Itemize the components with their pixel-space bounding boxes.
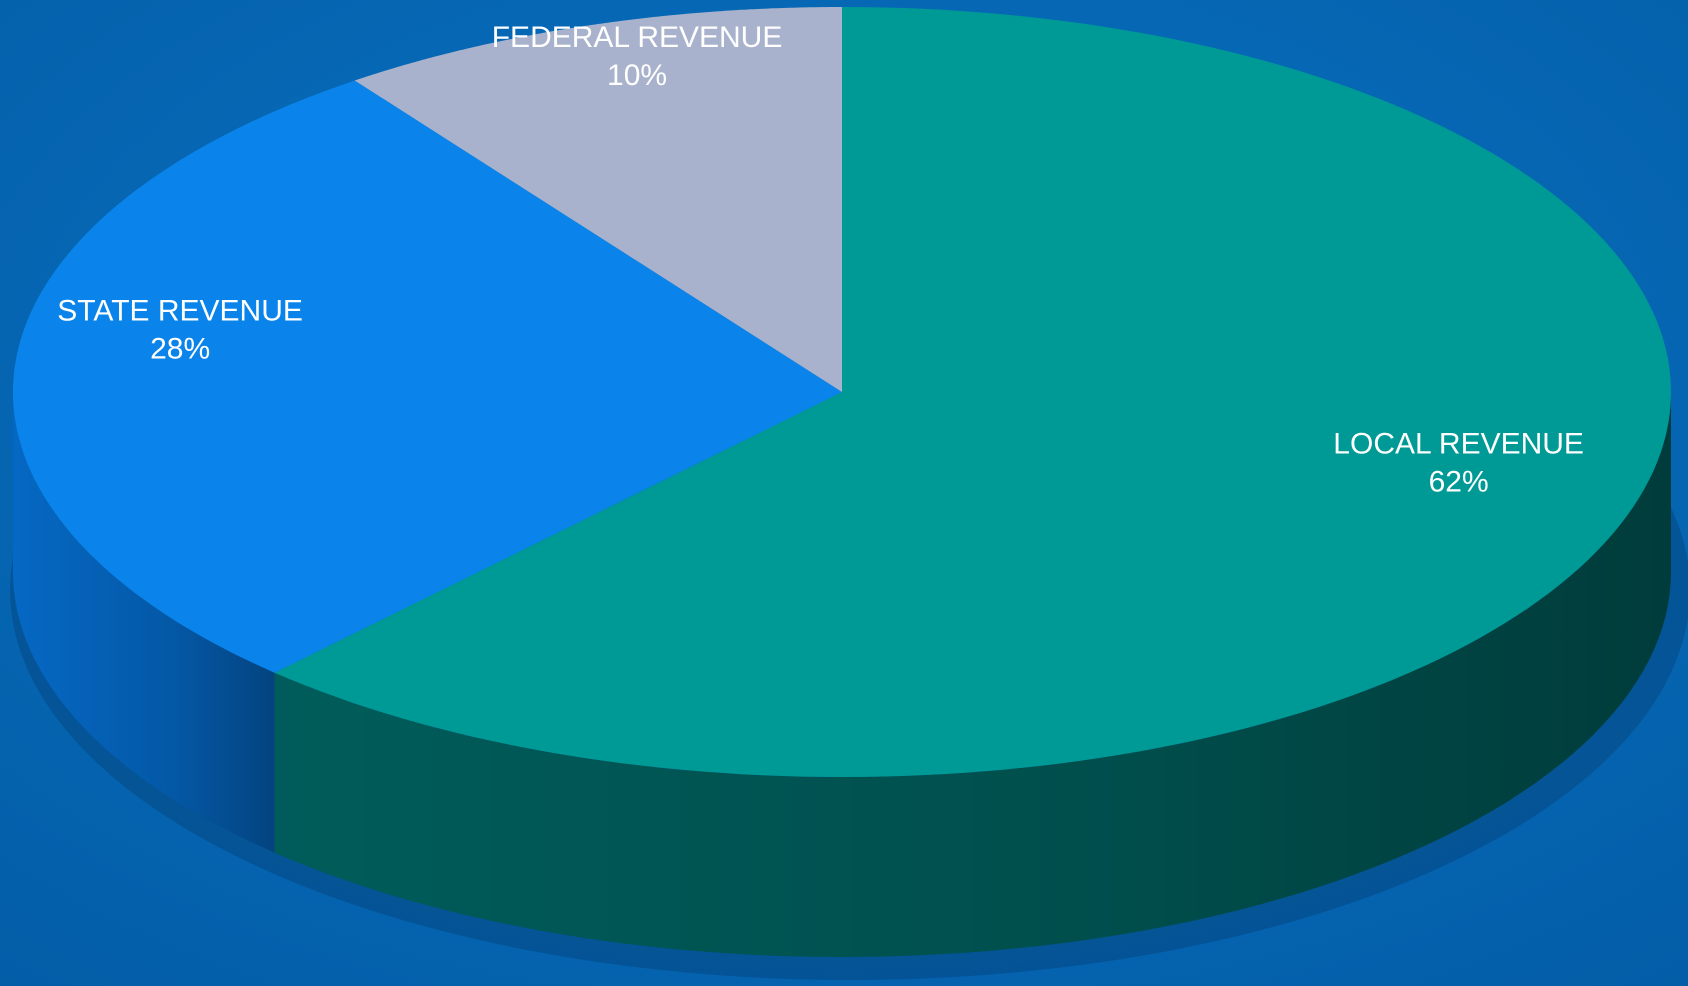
pie-slice [13,80,842,673]
pie-slice-side-shade [274,392,1671,957]
pie-slice-side-shade [13,392,275,853]
pie-slice [274,7,1671,777]
pie-sides [13,392,1671,957]
slice-value-label: 10% [607,59,667,92]
slice-label: FEDERAL REVENUE [492,21,783,54]
slice-label: STATE REVENUE [57,295,303,328]
pie-labels: LOCAL REVENUE 62% STATE REVENUE 28% FEDERAL … [57,21,1584,498]
slice-value-label: 28% [150,333,210,366]
pie-slice [354,7,842,392]
slice-label: LOCAL REVENUE [1333,427,1584,460]
pie-tops [13,7,1671,777]
slice-value-label: 62% [1429,465,1489,498]
